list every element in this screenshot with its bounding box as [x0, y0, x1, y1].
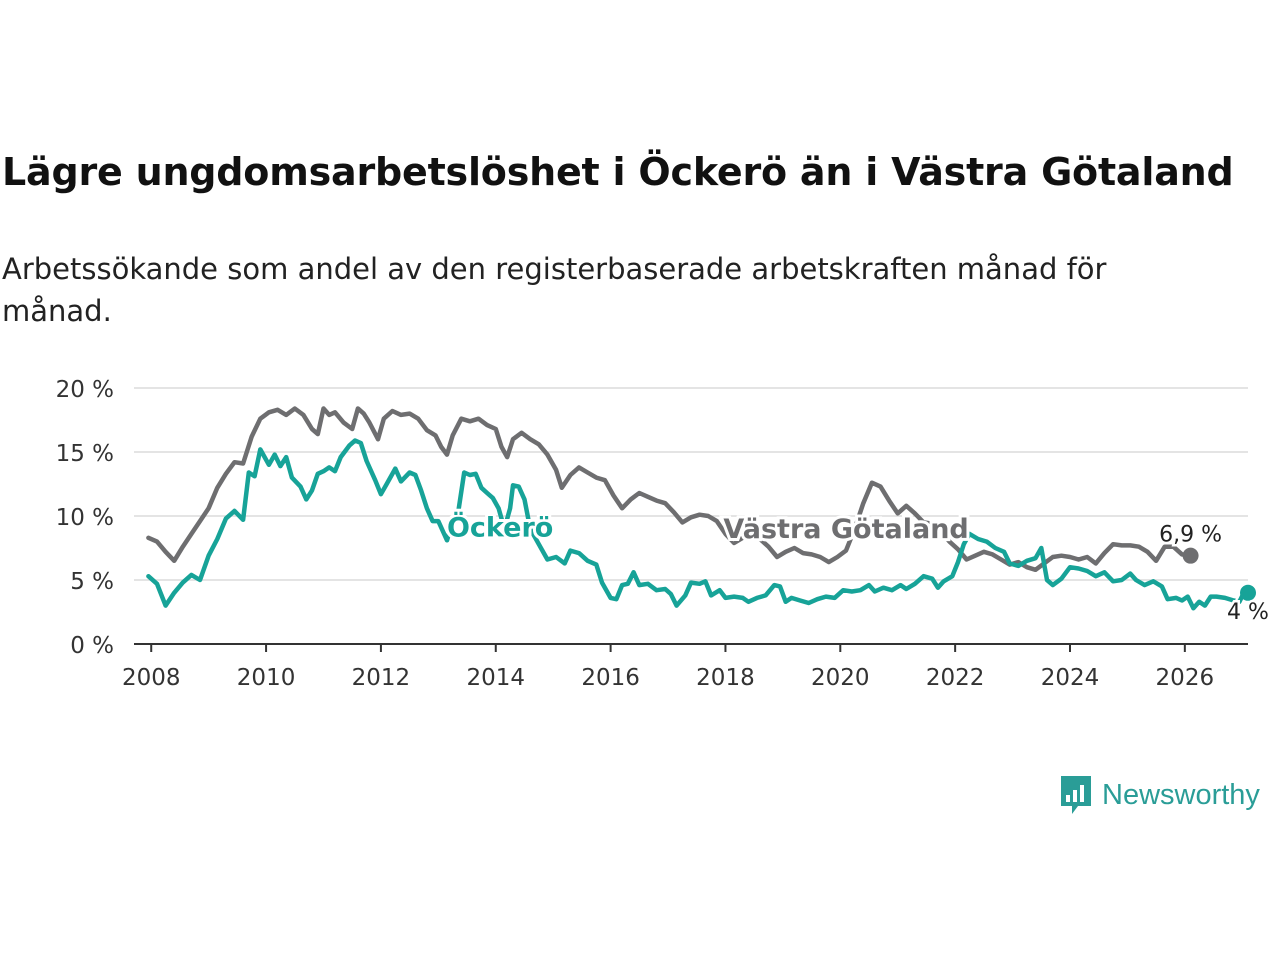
end-marker-vastra-gotaland [1182, 547, 1199, 564]
bar-chart-bubble-icon [1061, 776, 1091, 814]
line-chart: 0 % 5 % 10 % 15 % 20 % 2008 2010 2012 2014 2016 20… [56, 377, 1272, 691]
y-tick-label: 5 % [70, 569, 114, 595]
x-tick-label: 2026 [1156, 665, 1215, 691]
series-label-vastra-gotaland: Västra Götaland [723, 514, 968, 545]
y-tick-label: 0 % [70, 633, 114, 659]
chart-title: Lägre ungdomsarbetslöshet i Öckerö än i … [2, 150, 1234, 194]
x-tick-label: 2010 [237, 665, 296, 691]
y-tick-label: 15 % [56, 441, 114, 467]
x-tick-label: 2016 [581, 665, 640, 691]
series-label-ockero: Öckerö [447, 510, 553, 543]
x-tick-label: 2012 [352, 665, 411, 691]
y-tick-label: 20 % [56, 377, 114, 403]
series-line-vastra-gotaland [146, 406, 1193, 573]
end-marker-ockero [1240, 584, 1256, 601]
x-tick-label: 2008 [122, 665, 181, 691]
brand-logo: Newsworthy [1058, 772, 1260, 818]
chart-subtitle: Arbetssökande som andel av den registerb… [2, 252, 1107, 328]
end-value-label-vastra-gotaland: 6,9 % [1159, 523, 1222, 548]
x-tick-label: 2024 [1041, 665, 1100, 691]
x-tick-label: 2018 [696, 665, 755, 691]
x-tick-label: 2022 [926, 665, 985, 691]
end-value-label-ockero: 4 % [1227, 600, 1269, 625]
brand-name: Newsworthy [1102, 778, 1260, 811]
series-line-ockero [146, 438, 1251, 611]
y-tick-label: 10 % [56, 505, 114, 531]
x-tick-label: 2020 [811, 665, 870, 691]
x-tick-label: 2014 [466, 665, 525, 691]
